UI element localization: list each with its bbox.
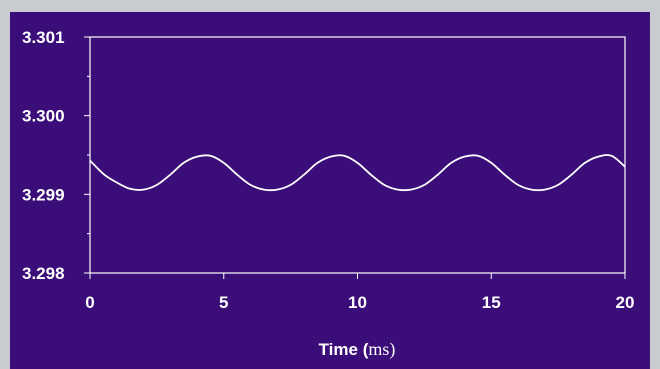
plot-frame bbox=[89, 36, 626, 274]
x-axis-title: Time (ms) bbox=[319, 339, 396, 360]
y-tick-label: 3.298 bbox=[22, 264, 65, 283]
x-tick-label: 20 bbox=[616, 293, 635, 312]
x-axis-title-text: Time ( bbox=[319, 340, 369, 359]
x-axis-title-unit: ms bbox=[368, 339, 389, 359]
y-tick-label: 3.301 bbox=[22, 28, 65, 47]
x-axis-title-close: ) bbox=[389, 339, 395, 360]
x-tick-label: 5 bbox=[219, 293, 228, 312]
x-tick-label: 10 bbox=[348, 293, 367, 312]
plot-area: 3.301 3.300 3.299 3.298 0 5 10 15 20 bbox=[22, 28, 634, 312]
y-tick-label: 3.299 bbox=[22, 185, 65, 204]
y-tick-label: 3.300 bbox=[22, 107, 65, 126]
x-tick-label: 15 bbox=[482, 293, 501, 312]
x-tick-label: 0 bbox=[85, 293, 94, 312]
series-line-0 bbox=[89, 154, 626, 192]
